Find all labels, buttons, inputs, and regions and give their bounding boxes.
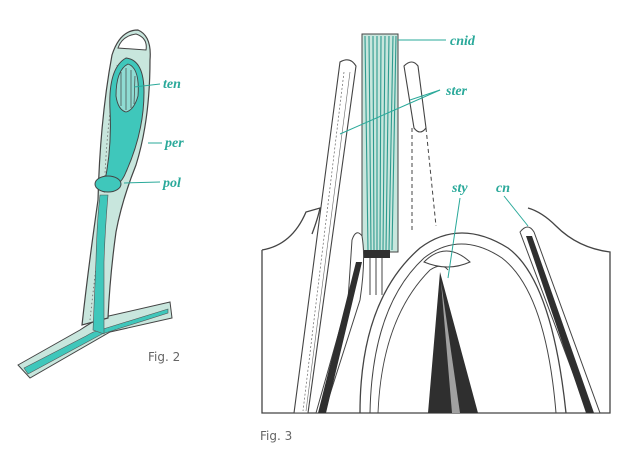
label-cnid: cnid	[450, 34, 476, 49]
cap	[423, 250, 471, 268]
leader-ten	[133, 83, 161, 88]
label-sty: sty	[451, 181, 468, 196]
polyp-base	[94, 175, 122, 193]
ster-left	[293, 59, 357, 414]
label-cn: cn	[496, 181, 510, 196]
label-ten: ten	[163, 77, 181, 92]
leader-sty	[447, 197, 461, 279]
stylet-highlight	[441, 282, 460, 413]
cell-left-body	[315, 232, 365, 414]
caption-fig-3: Fig. 3	[260, 429, 292, 443]
tentacle-lines	[120, 68, 136, 110]
arch-outer	[359, 232, 567, 414]
hydrotheca-tip	[117, 33, 147, 51]
figure-2: ten per pol Fig. 2	[17, 29, 184, 379]
label-per: per	[164, 136, 184, 151]
label-ster: ster	[445, 84, 468, 99]
stalk-coenosarc	[92, 194, 109, 335]
leader-ster-1	[339, 89, 441, 135]
tissue-frame	[261, 207, 611, 414]
label-pol: pol	[162, 176, 181, 191]
cell-right-dark-band	[526, 236, 594, 413]
figure-3: cnid ster sty cn Fig. 3	[260, 33, 611, 443]
tentacle-sac	[115, 63, 139, 113]
cell-left-dark-band	[318, 262, 362, 413]
leader-pol	[123, 181, 161, 184]
leader-cn	[503, 195, 529, 227]
stylet	[428, 272, 478, 413]
caption-fig-2: Fig. 2	[148, 350, 180, 364]
arch-inner	[369, 243, 557, 414]
leader-ster-2	[409, 89, 441, 101]
ster-right	[403, 61, 437, 232]
cnidocil-bundle	[361, 33, 399, 295]
